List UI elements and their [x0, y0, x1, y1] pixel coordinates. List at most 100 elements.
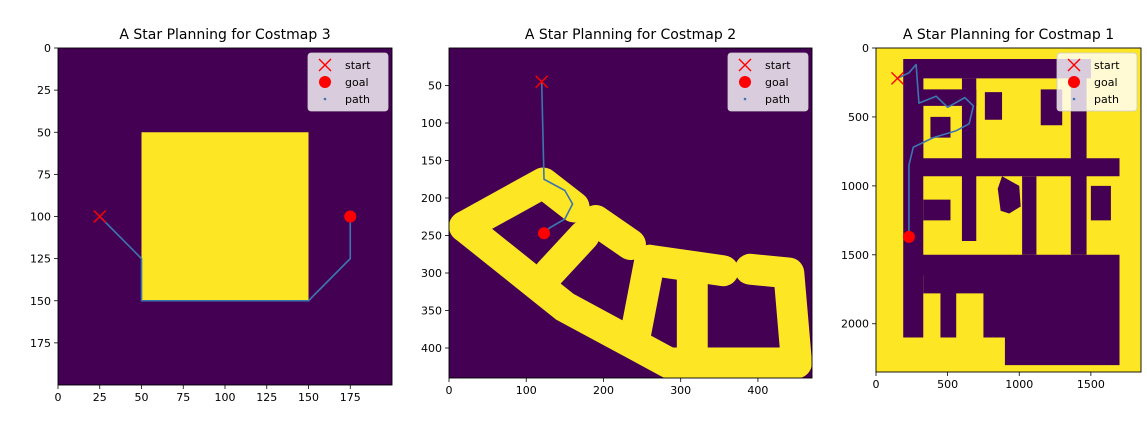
path-line [897, 63, 975, 237]
costmap-panel-2: A Star Planning for Costmap 2 0 100 200 300 4… [421, 27, 813, 397]
x-tick-label: 175 [340, 391, 361, 404]
x-tick-label: 500 [937, 378, 958, 391]
y-tick-label: 500 [848, 111, 869, 124]
x-tick-label: 300 [670, 384, 691, 397]
y-tick-label: 50 [428, 80, 442, 93]
legend-label: start [765, 59, 791, 72]
free-region [983, 275, 1003, 294]
y-tick-label: 100 [30, 211, 51, 224]
free-region [903, 59, 924, 338]
y-tick-label: 400 [421, 342, 442, 355]
legend-label: goal [345, 76, 369, 89]
start-marker [535, 75, 549, 89]
obstacle-wall [580, 205, 646, 260]
start-marker [93, 210, 107, 223]
x-tick-label: 0 [55, 391, 62, 404]
legend-label: goal [1094, 76, 1118, 89]
chart-title: A Star Planning for Costmap 3 [119, 27, 330, 43]
costmap-cells [897, 59, 1120, 366]
path-line [540, 81, 574, 234]
free-region [961, 78, 977, 242]
x-tick-label: 50 [135, 391, 149, 404]
x-tick-label: 100 [516, 384, 537, 397]
x-tick-label: 75 [176, 391, 190, 404]
costmap-cells [99, 132, 352, 302]
legend: start goal path [307, 52, 389, 112]
y-tick-label: 1500 [841, 249, 869, 262]
axes-frame [448, 47, 813, 379]
x-tick-label: 150 [298, 391, 319, 404]
free-region [908, 254, 1120, 276]
legend-start-icon [318, 58, 332, 72]
legend-path-icon [1072, 97, 1076, 101]
free-region [923, 199, 951, 221]
y-tick-label: 50 [37, 126, 51, 139]
legend-goal-icon [1068, 76, 1080, 88]
obstacle-block [141, 132, 309, 301]
legend-start-icon [1067, 58, 1081, 72]
goal-marker [537, 227, 550, 240]
x-tick-label: 125 [256, 391, 277, 404]
free-region [940, 289, 957, 338]
y-tick-label: 25 [37, 84, 51, 97]
legend-label: path [765, 93, 790, 106]
legend-goal-icon [739, 76, 751, 88]
legend-label: path [1094, 93, 1119, 106]
free-region [1070, 78, 1087, 255]
path-line [99, 215, 352, 302]
free-region [908, 89, 977, 106]
free-region [930, 116, 951, 138]
y-tick-label: 125 [30, 253, 51, 266]
x-tick-label: 400 [747, 384, 768, 397]
obstacle-wall [533, 220, 600, 289]
y-tick-label: 1000 [841, 180, 869, 193]
legend-label: start [345, 59, 371, 72]
costmap-panel-1: A Star Planning for Costmap 3 0 25 50 75 100 1… [30, 27, 393, 404]
x-tick-label: 1500 [1077, 378, 1105, 391]
free-region [908, 158, 1120, 177]
obstacle-wall [618, 244, 666, 356]
start-marker [890, 71, 904, 85]
obstacle-wall [449, 211, 812, 378]
y-tick-label: 200 [421, 192, 442, 205]
legend-label: start [1094, 59, 1120, 72]
costmap-cells [449, 81, 812, 378]
y-tick-label: 175 [30, 337, 51, 350]
free-region [923, 275, 985, 294]
legend-label: goal [765, 76, 789, 89]
y-tick-label: 250 [421, 230, 442, 243]
chart-title: A Star Planning for Costmap 1 [903, 27, 1114, 43]
free-region [983, 275, 1120, 338]
legend-goal-icon [319, 76, 331, 88]
axes-frame [875, 47, 1142, 373]
legend: start goal path [727, 52, 809, 112]
chart-title: A Star Planning for Costmap 2 [525, 27, 736, 43]
legend: start goal path [1056, 52, 1138, 112]
y-tick-label: 350 [421, 305, 442, 318]
goal-marker [344, 210, 357, 223]
y-tick-label: 150 [30, 295, 51, 308]
x-tick-label: 200 [593, 384, 614, 397]
legend-start-icon [738, 58, 752, 72]
free-region [997, 176, 1021, 214]
x-tick-label: 0 [446, 384, 453, 397]
y-tick-label: 150 [421, 155, 442, 168]
y-tick-label: 75 [37, 168, 51, 181]
y-tick-label: 300 [421, 267, 442, 280]
y-tick-label: 2000 [841, 318, 869, 331]
y-tick-label: 100 [421, 117, 442, 130]
free-region [1022, 176, 1037, 255]
obstacle-wall [449, 167, 590, 242]
goal-marker [902, 230, 915, 243]
free-region [984, 92, 1003, 120]
costmap-panel-3: A Star Planning for Costmap 1 0 500 1000 150… [841, 27, 1142, 391]
x-tick-label: 0 [873, 378, 880, 391]
legend-path-icon [323, 97, 327, 101]
x-tick-label: 100 [215, 391, 236, 404]
legend-path-icon [743, 97, 747, 101]
x-tick-label: 1000 [1005, 378, 1033, 391]
legend-label: path [345, 93, 370, 106]
free-region [1004, 337, 1120, 366]
free-region [1090, 185, 1111, 221]
